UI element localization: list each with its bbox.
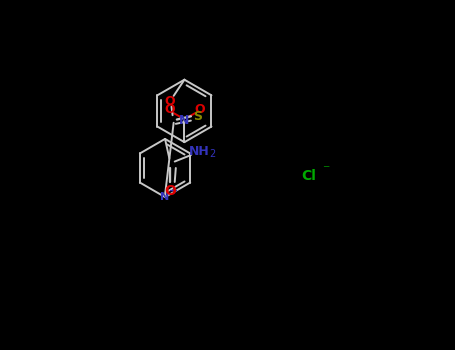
Text: N: N (161, 192, 170, 202)
Text: N: N (179, 114, 190, 127)
Text: O: O (165, 184, 177, 198)
Text: ⁻: ⁻ (322, 163, 329, 177)
Text: Cl: Cl (301, 169, 316, 183)
Text: NH: NH (189, 145, 210, 158)
Text: 2: 2 (209, 149, 216, 159)
Text: O: O (194, 103, 205, 116)
Text: O: O (164, 103, 175, 116)
Text: O: O (164, 95, 175, 108)
Text: +: + (169, 186, 178, 196)
Text: S: S (193, 110, 202, 123)
